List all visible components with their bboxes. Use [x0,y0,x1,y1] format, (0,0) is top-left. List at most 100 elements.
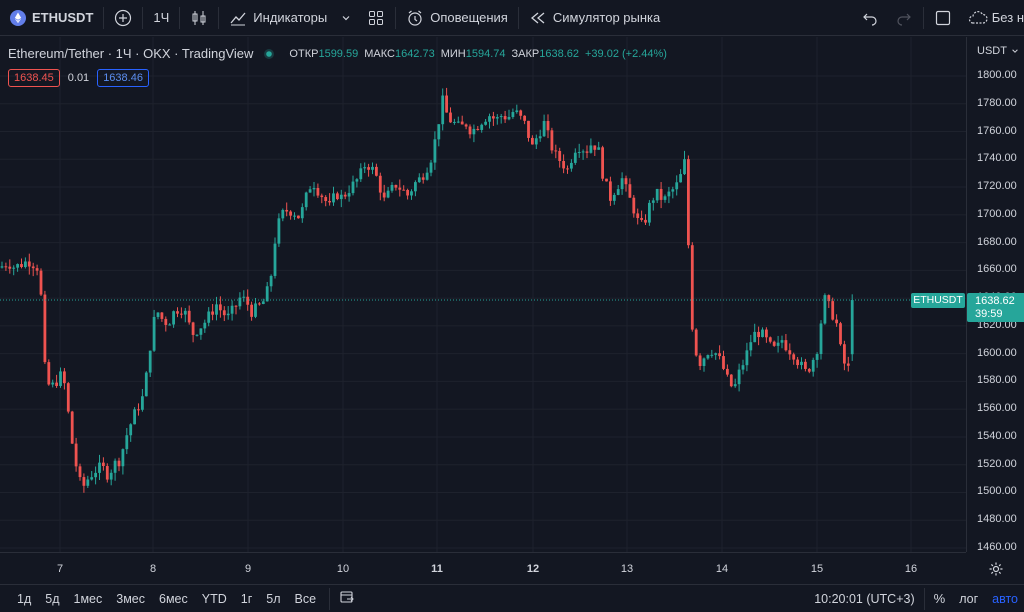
redo-icon [895,9,913,27]
candlestick-chart[interactable] [0,37,966,552]
candle-body [456,121,460,123]
candle-body [70,411,74,444]
sell-button[interactable]: 1638.45 [8,69,60,87]
candle-body [776,342,780,346]
compare-button[interactable] [106,0,140,36]
axis-settings-button[interactable] [967,553,1024,584]
candle-body [640,218,643,220]
go-to-date-button[interactable] [332,589,362,608]
candle-body [749,342,753,351]
divider [922,6,924,29]
candle-body [74,443,78,467]
currency-selector[interactable]: USDT [977,45,1019,57]
candle-body [523,115,526,121]
close-label: ЗАКР [511,47,540,60]
range-button[interactable]: YTD [201,591,227,606]
candle-body [597,147,601,150]
chart-pane[interactable] [0,37,966,552]
candle-body [581,151,585,153]
range-button[interactable]: 1г [240,591,253,606]
candle-body [59,371,62,386]
candle-body [183,310,187,315]
candle-body [800,361,803,366]
candle-body [761,329,764,338]
range-button[interactable]: 5д [45,591,60,606]
candle-body [320,195,324,198]
open-label: ОТКР [289,47,319,60]
candle-body [66,383,70,412]
candle-body [316,188,320,196]
range-button[interactable]: 3мес [116,591,145,606]
candle-body [765,329,768,338]
candle-body [414,182,417,192]
candle-body [410,191,413,196]
low-value: 1594.74 [465,47,506,60]
candle-body [687,159,690,246]
undo-button[interactable] [853,0,887,36]
layout-save-button[interactable]: Без н [960,0,1024,36]
alerts-button[interactable]: Оповещения [398,0,516,36]
range-button[interactable]: 6мес [159,591,188,606]
candle-body [577,151,581,153]
price-tick-label: 1720.00 [977,180,1017,192]
candle-body [706,355,710,359]
candle-body [363,167,367,169]
candle-body [585,151,589,153]
log-toggle[interactable]: лог [959,591,979,606]
symbol-search[interactable]: ETHUSDT [0,0,101,36]
candles-icon [190,9,208,27]
chevron-down-icon [1011,47,1019,55]
candle-body [43,294,47,363]
candle-body [355,179,359,182]
candle-body [733,384,737,387]
candle-body [433,139,437,163]
chart-type-button[interactable] [182,0,216,36]
candle-body [480,124,484,130]
candle-body [336,193,339,200]
candle-body [675,182,679,190]
replay-button[interactable]: Симулятор рынка [521,0,668,36]
indicators-button[interactable]: Индикаторы [221,0,359,36]
interval-button[interactable]: 1Ч [145,0,177,36]
buy-button[interactable]: 1638.46 [97,69,149,87]
time-tick-label: 11 [431,563,443,575]
interval-label: 1Ч [153,10,170,25]
candle-body [538,136,542,139]
candle-body [242,296,246,298]
time-tick-label: 8 [149,563,157,575]
time-axis[interactable]: 7 8 9 10 11 12 13 14 15 16 [0,552,966,585]
candle-body [382,192,386,198]
candle-body [503,116,507,120]
candle-body [772,341,776,346]
candle-body [105,466,109,480]
auto-toggle[interactable]: авто [992,591,1018,606]
candle-body [831,301,835,320]
candle-body [722,356,725,369]
candle-body [788,350,792,355]
price-tick-label: 1600.00 [977,346,1017,359]
candle-body [710,354,714,356]
candle-body [160,312,164,319]
calendar-arrow-icon [339,589,355,605]
divider [142,6,144,29]
range-button[interactable]: 1д [17,591,32,606]
candle-body [16,264,19,268]
alerts-label: Оповещения [430,10,508,25]
percent-toggle[interactable]: % [933,591,946,606]
chevron-down-icon[interactable] [341,13,351,23]
fullscreen-button[interactable] [926,0,960,36]
candle-body [729,374,733,387]
range-button[interactable]: 5л [266,591,281,606]
candle-body [144,372,148,397]
redo-button[interactable] [887,0,921,36]
divider [395,6,397,29]
candle-body [492,116,495,119]
bid-ask-panel: 1638.45 0.01 1638.46 [8,69,149,87]
candle-body [215,304,218,315]
candle-body [339,194,343,200]
time-tick-label: 15 [810,563,824,575]
timezone-button[interactable]: 10:20:01 (UTC+3) [814,591,915,606]
range-button[interactable]: 1мес [73,591,103,606]
templates-button[interactable] [359,0,393,36]
range-button[interactable]: Все [294,591,317,606]
